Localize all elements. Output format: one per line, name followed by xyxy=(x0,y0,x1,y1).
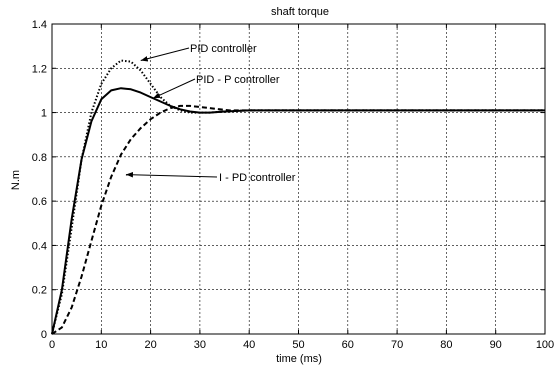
x-axis-label: time (ms) xyxy=(276,353,322,365)
annotation-arrow-1 xyxy=(152,78,196,99)
annotation-label-2: I - PD controller xyxy=(219,172,296,184)
x-tick-label: 100 xyxy=(536,339,554,351)
annotation-label-0: PID controller xyxy=(190,43,257,55)
x-tick-label: 20 xyxy=(144,339,156,351)
y-tick-label: 1 xyxy=(41,108,47,120)
x-tick-label: 80 xyxy=(440,339,452,351)
grid xyxy=(52,24,545,334)
y-axis-label: N.m xyxy=(10,170,22,190)
x-tick-label: 50 xyxy=(292,339,304,351)
y-tick-label: 0 xyxy=(41,329,47,341)
annotation-layer: PID controller PID - P controller I - PD c… xyxy=(125,43,296,184)
y-tick-label: 0.2 xyxy=(32,285,47,297)
annotation-label-1: PID - P controller xyxy=(196,74,280,86)
y-tick-label: 0.6 xyxy=(32,196,47,208)
plot-frame xyxy=(51,23,546,335)
x-tick-label: 0 xyxy=(49,339,55,351)
tick-layer: 0 10 20 30 40 50 60 70 80 90 100 0 0.2 0.4 0.6 0.8 1 1.2 1… xyxy=(32,19,554,351)
annotation-arrow-2 xyxy=(125,171,218,178)
annotation-arrow-0 xyxy=(140,47,190,62)
y-tick-label: 0.4 xyxy=(32,240,47,252)
series-line-2 xyxy=(51,104,545,335)
y-tick-label: 1.4 xyxy=(32,19,47,31)
x-tick-label: 70 xyxy=(391,339,403,351)
x-tick-label: 10 xyxy=(95,339,107,351)
x-tick-label: 30 xyxy=(194,339,206,351)
x-tick-label: 90 xyxy=(490,339,502,351)
y-tick-label: 0.8 xyxy=(32,152,47,164)
chart-title: shaft torque xyxy=(271,6,329,18)
series-layer xyxy=(51,59,545,335)
y-tick-label: 1.2 xyxy=(32,63,47,75)
x-tick-label: 60 xyxy=(342,339,354,351)
x-tick-label: 40 xyxy=(243,339,255,351)
